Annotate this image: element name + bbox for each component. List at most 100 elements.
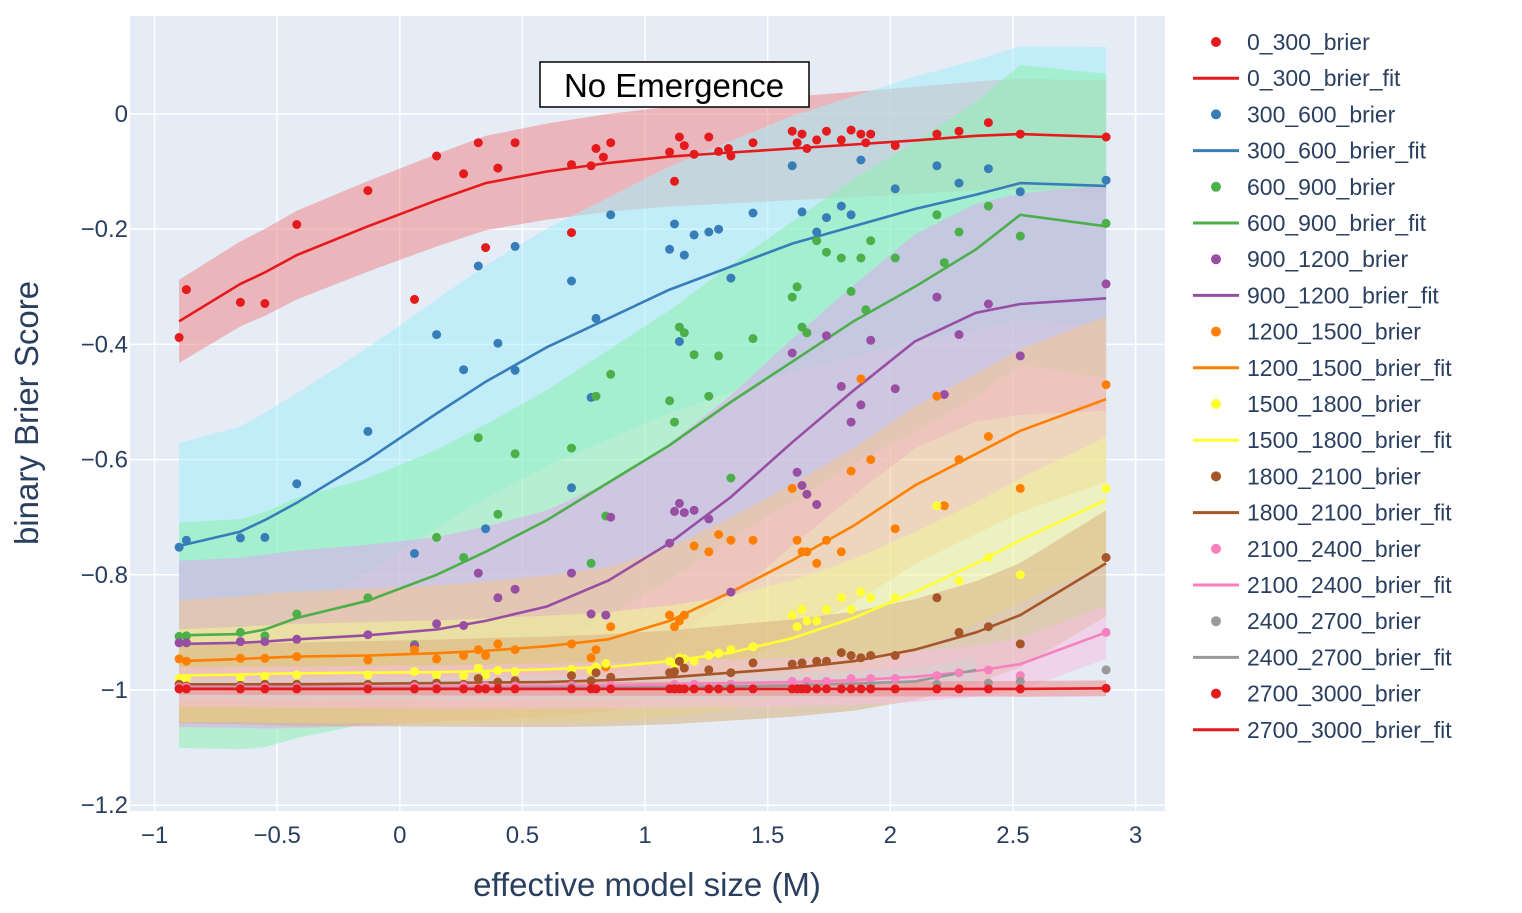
point-1200_1500 (714, 530, 724, 539)
point-600_900 (670, 417, 679, 427)
point-0_300 (674, 132, 684, 142)
point-600_900 (586, 558, 596, 568)
legend-item[interactable]: 1800_2100_brier (1211, 463, 1421, 489)
legend-marker-icon (1211, 543, 1221, 554)
point-2700_3000 (812, 684, 822, 694)
legend-item[interactable]: 300_600_brier (1211, 101, 1396, 127)
point-600_900 (1015, 231, 1025, 241)
point-300_600 (674, 337, 684, 346)
point-900_1200 (181, 638, 191, 648)
point-1500_1800 (714, 648, 724, 658)
point-2700_3000 (493, 684, 503, 694)
point-600_900 (363, 593, 373, 603)
legend-item[interactable]: 2700_3000_brier_fit (1193, 717, 1452, 743)
legend-item[interactable]: 2100_2400_brier_fit (1193, 572, 1452, 598)
legend-item[interactable]: 0_300_brier (1211, 29, 1370, 55)
point-1500_1800 (432, 670, 442, 680)
point-1200_1500 (846, 466, 856, 476)
point-900_1200 (856, 400, 866, 410)
point-1500_1800 (822, 604, 831, 614)
point-1200_1500 (591, 645, 601, 655)
legend-item[interactable]: 1500_1800_brier_fit (1193, 427, 1452, 453)
point-900_1200 (802, 489, 812, 499)
point-300_600 (181, 535, 191, 545)
point-600_900 (861, 305, 871, 315)
point-1500_1800 (493, 665, 503, 675)
point-900_1200 (432, 619, 442, 629)
point-600_900 (714, 351, 724, 361)
point-900_1200 (787, 348, 797, 358)
point-300_600 (704, 227, 714, 237)
legend-item[interactable]: 1200_1500_brier (1211, 319, 1421, 345)
point-900_1200 (174, 638, 184, 648)
legend-label: 600_900_brier (1247, 174, 1396, 200)
legend-item[interactable]: 300_600_brier_fit (1193, 138, 1427, 164)
point-0_300 (181, 285, 191, 295)
point-0_300 (723, 144, 733, 153)
point-900_1200 (689, 505, 699, 515)
legend-item[interactable]: 2700_3000_brier (1211, 681, 1421, 707)
point-900_1200 (836, 381, 846, 391)
legend-item[interactable]: 1200_1500_brier_fit (1193, 355, 1452, 381)
legend-item[interactable]: 2400_2700_brier_fit (1193, 644, 1452, 670)
point-300_600 (567, 276, 576, 286)
point-1800_2100 (797, 658, 807, 668)
point-900_1200 (822, 331, 831, 341)
point-900_1200 (890, 384, 900, 394)
point-1500_1800 (802, 616, 812, 626)
x-tick-label: 3 (1129, 822, 1142, 849)
legend-marker-icon (1211, 688, 1221, 699)
point-900_1200 (510, 584, 520, 594)
point-1800_2100 (726, 668, 736, 678)
point-0_300 (836, 135, 846, 145)
point-600_900 (856, 253, 866, 263)
point-1200_1500 (822, 535, 831, 545)
point-300_600 (890, 184, 900, 194)
point-1800_2100 (674, 656, 684, 666)
legend-item[interactable]: 900_1200_brier (1211, 246, 1408, 272)
point-0_300 (432, 151, 442, 161)
legend-item[interactable]: 1800_2100_brier_fit (1193, 500, 1452, 526)
fit-line-1200_1500 (179, 397, 1107, 663)
annotation-box (539, 61, 810, 108)
point-1500_1800 (836, 593, 846, 603)
point-2100_2400 (890, 674, 900, 683)
legend-label: 1200_1500_brier (1247, 319, 1421, 345)
point-2400_2700 (1101, 665, 1111, 675)
legend-item[interactable]: 900_1200_brier_fit (1193, 282, 1439, 308)
fit-line-900_1200 (179, 297, 1107, 646)
point-1200_1500 (704, 547, 714, 557)
point-1200_1500 (689, 541, 699, 551)
point-900_1200 (260, 637, 270, 647)
legend-item[interactable]: 2400_2700_brier (1211, 608, 1421, 634)
point-1800_2100 (606, 672, 616, 682)
point-1200_1500 (890, 524, 900, 534)
point-1500_1800 (260, 671, 270, 681)
legend-item[interactable]: 0_300_brier_fit (1193, 65, 1401, 91)
point-600_900 (567, 443, 576, 453)
point-900_1200 (292, 634, 302, 644)
point-1200_1500 (983, 432, 993, 441)
point-1500_1800 (954, 576, 964, 586)
point-2100_2400 (983, 665, 993, 675)
legend-item[interactable]: 600_900_brier_fit (1193, 210, 1427, 236)
fit-line-0_300 (178, 132, 1107, 323)
y-tick-label: −1.2 (81, 792, 128, 819)
point-0_300 (363, 186, 373, 196)
point-1800_2100 (591, 668, 601, 678)
legend-item[interactable]: 600_900_brier (1211, 174, 1396, 200)
point-1800_2100 (567, 671, 576, 681)
point-1800_2100 (748, 658, 758, 668)
point-0_300 (670, 176, 679, 186)
legend-label: 0_300_brier (1247, 29, 1370, 55)
point-0_300 (812, 135, 822, 145)
point-0_300 (598, 152, 608, 162)
point-1500_1800 (181, 674, 191, 683)
legend-item[interactable]: 1500_1800_brier (1211, 391, 1421, 417)
point-300_600 (983, 164, 993, 174)
point-1800_2100 (787, 659, 797, 669)
point-2700_3000 (890, 684, 900, 694)
point-0_300 (932, 129, 942, 139)
legend-item[interactable]: 2100_2400_brier (1211, 536, 1421, 562)
point-300_600 (846, 210, 856, 220)
